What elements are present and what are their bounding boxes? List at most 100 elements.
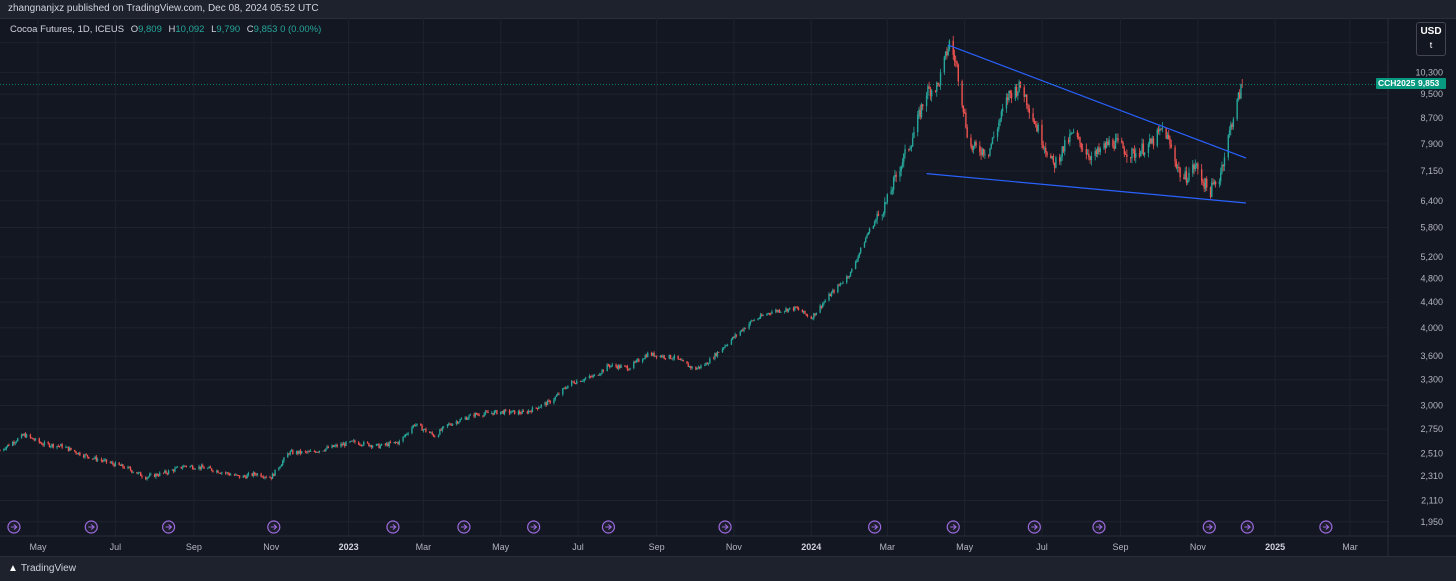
candle-body: [141, 476, 143, 478]
candle-body: [265, 476, 267, 478]
candle-body: [415, 424, 417, 426]
candle-body: [93, 458, 95, 460]
candle-body: [1026, 94, 1028, 105]
event-arrow-icon: [871, 524, 879, 530]
candle-body: [593, 374, 596, 376]
trendline[interactable]: [926, 173, 1247, 204]
legend-high-label: H: [168, 24, 176, 35]
candle-body: [1161, 127, 1164, 130]
candle-body: [313, 450, 316, 452]
candle-body: [740, 329, 743, 332]
candle-body: [1157, 129, 1160, 132]
candle-body: [787, 308, 790, 312]
candle-body: [434, 436, 436, 438]
candle-body: [696, 368, 698, 370]
event-arrow-icon: [389, 524, 397, 530]
tradingview-brand[interactable]: ▲ TradingView: [8, 563, 76, 574]
candle-body: [165, 470, 167, 474]
candle-body: [669, 354, 672, 359]
candle-body: [279, 466, 281, 468]
candle-body: [1112, 139, 1114, 147]
candle-body: [579, 381, 582, 382]
candle-body: [1209, 187, 1212, 197]
candle-body: [1099, 148, 1101, 152]
candle-body: [1195, 163, 1198, 166]
candle-body: [903, 154, 905, 163]
candle-body: [519, 411, 521, 414]
candle-body: [1024, 94, 1027, 97]
candle-body: [1070, 132, 1072, 135]
candle-body: [724, 345, 726, 348]
event-arrow-icon: [460, 524, 468, 530]
candle-body: [718, 351, 720, 353]
candle-body: [406, 434, 408, 435]
candle-body: [1147, 143, 1150, 153]
chart-area[interactable]: 11,50010,3009,5008,7007,9007,1506,4005,8…: [0, 18, 1456, 556]
candle-body: [341, 443, 343, 446]
candle-body: [503, 409, 506, 415]
candle-body: [813, 313, 815, 319]
candle-body: [1230, 124, 1232, 130]
candle-body: [484, 411, 487, 414]
candle-body: [749, 320, 752, 324]
candle-body: [247, 473, 250, 475]
candle-body: [349, 441, 351, 443]
candle-body: [273, 473, 275, 476]
price-axis-label: 6,400: [1420, 196, 1443, 206]
candle-body: [371, 445, 374, 448]
candle-body: [996, 128, 999, 137]
candle-body: [22, 434, 24, 436]
candle-body: [989, 148, 991, 156]
candle-body: [307, 451, 309, 453]
candle-body: [643, 358, 645, 360]
price-chart[interactable]: 11,50010,3009,5008,7007,9007,1506,4005,8…: [0, 18, 1456, 556]
trendline[interactable]: [947, 44, 1247, 159]
candle-body: [176, 466, 179, 468]
candle-body: [611, 364, 613, 366]
candle-body: [771, 311, 773, 314]
candle-body: [1090, 155, 1093, 160]
candle-body: [1097, 147, 1099, 155]
legend-open-label: O: [130, 24, 139, 35]
candle-body: [863, 242, 866, 248]
time-axis-label: May: [30, 542, 48, 552]
candle-body: [237, 475, 240, 476]
candle-body: [60, 444, 62, 447]
candle-body: [167, 470, 170, 474]
candle-body: [913, 132, 915, 139]
event-arrow-icon: [722, 524, 729, 530]
candle-body: [1211, 182, 1213, 197]
candle-body: [892, 177, 895, 190]
candle-body: [872, 225, 875, 229]
candle-body: [557, 393, 559, 396]
candle-body: [451, 423, 454, 426]
candle-body: [4, 449, 6, 450]
candle-body: [185, 465, 188, 467]
candle-body: [1175, 161, 1178, 168]
candle-body: [340, 443, 342, 447]
candle-body: [91, 458, 94, 460]
candle-body: [679, 359, 682, 361]
candle-body: [487, 411, 489, 414]
candle-body: [540, 404, 542, 407]
candle-body: [786, 308, 788, 312]
candle-body: [990, 143, 992, 149]
time-axis-label: Mar: [416, 542, 432, 552]
candle-body: [1015, 86, 1018, 96]
candle-body: [549, 400, 551, 404]
candle-body: [1228, 129, 1231, 136]
candle-body: [766, 314, 768, 316]
candle-body: [323, 450, 326, 452]
currency-unit-button[interactable]: USD t: [1416, 22, 1446, 56]
time-axis-label: Sep: [649, 542, 665, 552]
candle-body: [439, 429, 441, 435]
candle-body: [982, 148, 985, 156]
candle-body: [184, 465, 186, 467]
candle-body: [34, 438, 37, 441]
candle-body: [246, 474, 248, 479]
candle-body: [446, 424, 449, 427]
candle-body: [881, 214, 883, 216]
candle-body: [730, 339, 733, 345]
legend-close-label: C: [246, 24, 254, 35]
candle-body: [269, 477, 271, 479]
